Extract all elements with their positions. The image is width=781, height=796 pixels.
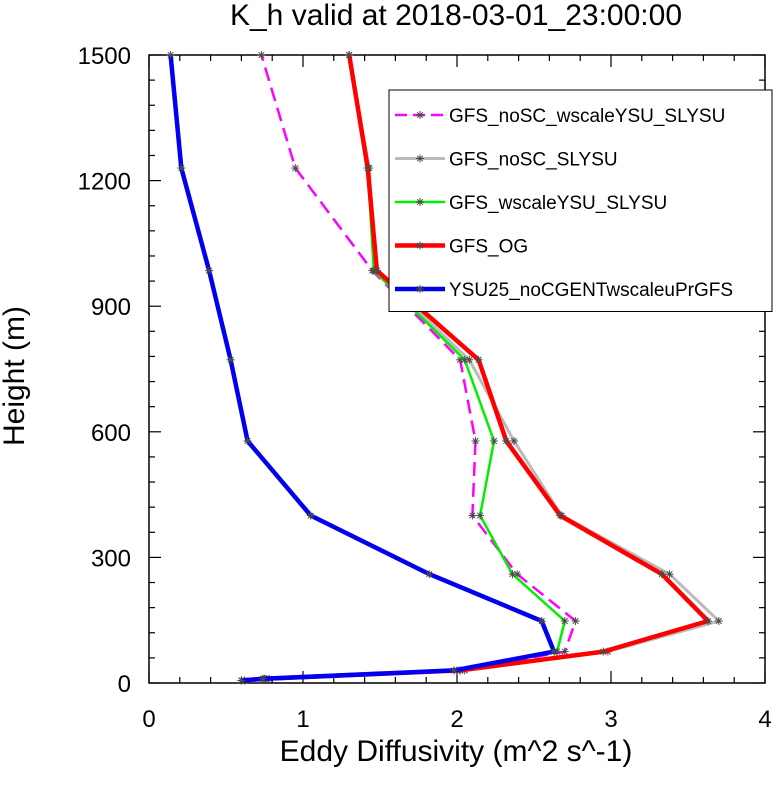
data-point [550, 647, 559, 656]
data-point [556, 511, 565, 520]
legend-label: GFS_OG [449, 237, 528, 258]
data-point [560, 617, 569, 626]
series-5 [166, 51, 559, 685]
data-point [258, 674, 267, 683]
legend-marker [416, 154, 424, 163]
axis-ticks: 0 1 2 3 4 0 300 600 900 1200 1500 [78, 43, 772, 733]
data-point [714, 617, 723, 626]
legend-marker [416, 198, 424, 206]
data-point [471, 437, 480, 446]
legend-entry: YSU25_noCGENTwscaleuPrGFS [395, 280, 733, 301]
data-point [291, 164, 300, 173]
data-point [425, 570, 434, 579]
data-point [489, 437, 498, 446]
data-point [237, 676, 246, 685]
legend-entry: GFS_wscaleYSU_SLYSU [395, 193, 667, 214]
data-point [502, 437, 511, 446]
x-tick-label: 3 [604, 706, 617, 733]
legend-label: GFS_noSC_wscaleYSU_SLYSU [449, 106, 725, 127]
legend-label: YSU25_noCGENTwscaleuPrGFS [449, 280, 733, 301]
legend-label: GFS_wscaleYSU_SLYSU [449, 193, 667, 214]
y-tick-label: 1500 [78, 43, 131, 70]
data-point [306, 511, 315, 520]
data-point [665, 570, 674, 579]
legend: GFS_noSC_wscaleYSU_SLYSU GFS_noSC_SLYSU GF… [388, 89, 773, 312]
y-axis-label: Height (m) [0, 306, 31, 446]
data-point [243, 437, 252, 446]
data-point [476, 511, 485, 520]
data-point [226, 355, 235, 364]
data-point [372, 266, 381, 275]
data-point [537, 617, 546, 626]
data-point [166, 51, 175, 59]
data-point [205, 266, 214, 275]
data-point [177, 164, 186, 173]
series-layer [166, 51, 723, 685]
legend-marker [416, 241, 424, 250]
data-point [257, 51, 266, 59]
legend-box [388, 89, 773, 312]
data-point [571, 617, 580, 626]
y-tick-label: 1200 [78, 169, 131, 196]
series-line [168, 54, 557, 683]
data-point [599, 647, 608, 656]
data-point [449, 666, 458, 675]
x-tick-label: 4 [758, 706, 771, 733]
legend-marker [416, 285, 424, 293]
data-point [474, 355, 483, 364]
data-point [657, 570, 666, 579]
data-point [468, 511, 477, 520]
data-point [460, 355, 469, 364]
y-tick-label: 0 [118, 671, 131, 698]
data-point [560, 647, 569, 656]
legend-label: GFS_noSC_SLYSU [449, 150, 618, 171]
y-tick-label: 900 [91, 294, 131, 321]
legend-entry: GFS_noSC_wscaleYSU_SLYSU [395, 106, 725, 127]
x-tick-label: 1 [296, 706, 309, 733]
y-tick-label: 600 [91, 420, 131, 447]
legend-entry: GFS_OG [395, 237, 528, 258]
legend-entry: GFS_noSC_SLYSU [395, 150, 618, 171]
data-point [508, 570, 517, 579]
chart-title: K_h valid at 2018-03-01_23:00:00 [230, 0, 682, 32]
data-point [363, 164, 372, 173]
y-tick-label: 300 [91, 545, 131, 572]
x-tick-label: 2 [450, 706, 463, 733]
x-tick-label: 0 [142, 706, 155, 733]
series-line [241, 54, 577, 682]
data-point [345, 51, 354, 59]
data-point [704, 617, 713, 626]
legend-marker [416, 111, 424, 119]
x-axis-label: Eddy Diffusivity (m^2 s^-1) [280, 735, 633, 768]
data-point [509, 437, 518, 446]
